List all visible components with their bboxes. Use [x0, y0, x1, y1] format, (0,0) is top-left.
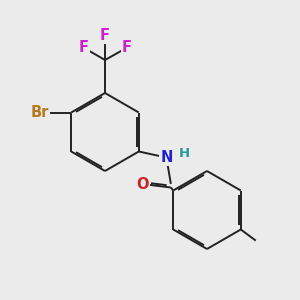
Text: O: O: [136, 177, 149, 192]
Text: F: F: [100, 28, 110, 43]
Text: N: N: [160, 150, 172, 165]
Text: F: F: [79, 40, 89, 55]
Text: F: F: [122, 40, 132, 55]
Text: Br: Br: [31, 105, 49, 120]
Text: H: H: [179, 147, 190, 161]
